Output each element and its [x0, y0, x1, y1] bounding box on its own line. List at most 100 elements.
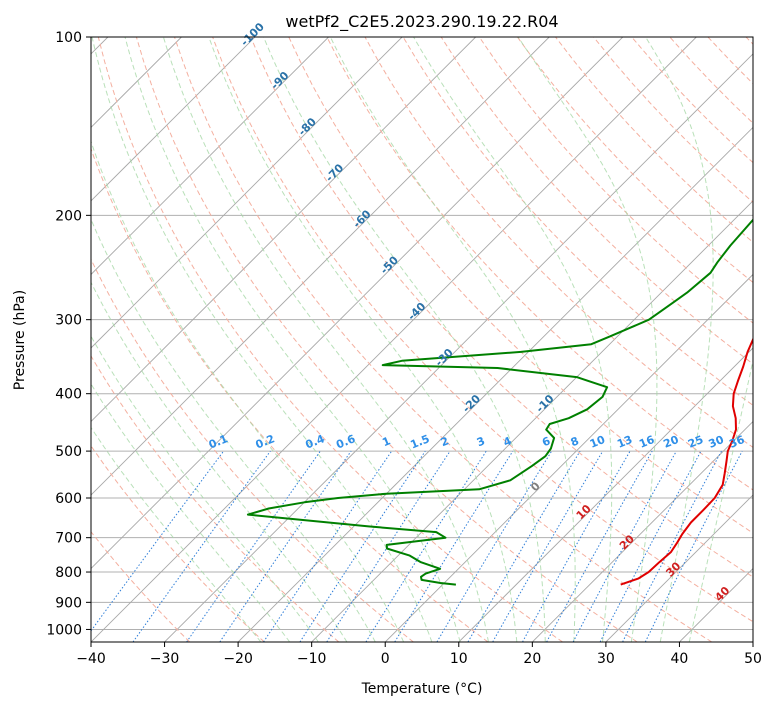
- isotherm-line: [458, 347, 753, 642]
- mixing-ratio-label: 13: [615, 433, 634, 451]
- mixing-ratio-line: [91, 450, 225, 632]
- mixing-ratio-line: [326, 450, 451, 642]
- y-tick-label: 400: [55, 387, 82, 403]
- moist-adiabat: [91, 140, 405, 642]
- isotherm-line: [91, 37, 403, 349]
- dry-adiabat: [97, 37, 563, 642]
- moist-adiabat: [517, 37, 658, 642]
- mixing-ratio-label: 3: [475, 434, 487, 449]
- mixing-ratio-line: [365, 450, 487, 642]
- isotherm-line: [91, 37, 624, 570]
- mixing-ratio-label: 25: [686, 433, 705, 451]
- moist-adiabat: [413, 37, 613, 642]
- moist-adiabat: [91, 37, 433, 642]
- isotherm-line: [532, 420, 753, 642]
- dry-adiabat: [91, 355, 340, 642]
- moist-adiabat: [91, 218, 376, 642]
- dry-adiabat: [402, 37, 753, 406]
- dry-adiabat: [174, 37, 713, 642]
- x-tick-label: 50: [744, 651, 762, 667]
- axis-ticks: −40 −30 −20 −10 0 10 20 30 40 50 100 200 300 400 500 60…: [46, 30, 762, 667]
- y-tick-label: 500: [55, 444, 82, 460]
- x-tick-label: 10: [450, 651, 468, 667]
- moist-adiabat: [91, 383, 291, 642]
- isotherm-line: [237, 126, 753, 642]
- isotherm-line: [605, 494, 753, 642]
- mixing-ratio-label: 30: [707, 433, 726, 451]
- background-lines: [91, 37, 753, 642]
- dry-adiabat: [91, 530, 191, 642]
- x-tick-label: −20: [223, 651, 253, 667]
- mixing-ratio-line: [186, 450, 321, 642]
- moist-adiabat: [91, 426, 262, 642]
- isotherm-line: [91, 37, 256, 202]
- y-tick-label: 900: [55, 595, 82, 611]
- mixing-ratio-line: [644, 450, 743, 642]
- isotherm-line: [384, 273, 753, 642]
- mixing-ratio-line: [394, 450, 514, 642]
- y-axis-label: Pressure (hPa): [12, 290, 28, 390]
- x-tick-label: −40: [76, 651, 106, 667]
- moist-adiabat: [208, 37, 518, 642]
- moist-adiabat: [91, 281, 348, 642]
- mixing-ratio-line: [219, 450, 352, 642]
- temperature-line: [620, 337, 753, 586]
- moist-adiabat: [688, 357, 753, 642]
- moist-adiabat: [162, 37, 489, 642]
- mixing-ratio-line: [132, 450, 271, 642]
- dry-adiabat: [135, 37, 638, 642]
- mixing-ratio-label: 2: [439, 434, 451, 449]
- moist-adiabat: [124, 37, 461, 642]
- x-tick-label: 0: [381, 651, 390, 667]
- dry-adiabat: [212, 37, 753, 623]
- chart-title: wetPf2_C2E5.2023.290.19.22.R04: [285, 12, 558, 32]
- isotherm-line: [91, 37, 476, 423]
- mixing-ratio-line: [599, 450, 702, 642]
- x-tick-label: −30: [150, 651, 180, 667]
- mixing-ratio-line: [436, 450, 553, 642]
- moist-adiabat: [645, 37, 714, 642]
- x-tick-label: 20: [523, 651, 541, 667]
- mixing-ratio-line: [546, 450, 653, 642]
- y-tick-label: 300: [55, 313, 82, 329]
- moist-adiabat: [329, 37, 576, 642]
- mixing-ratio-line: [522, 450, 631, 642]
- dry-adiabat: [91, 258, 414, 642]
- mixing-ratio-label: 36: [727, 433, 746, 451]
- mixing-ratio-line: [622, 450, 722, 642]
- y-tick-label: 100: [55, 30, 82, 46]
- y-tick-label: 1000: [46, 622, 82, 638]
- y-tick-label: 700: [55, 531, 82, 547]
- x-tick-label: 40: [671, 651, 689, 667]
- mixing-ratio-line: [263, 450, 393, 642]
- dewpoint-line: [246, 218, 753, 586]
- dry-adiabat: [326, 37, 753, 491]
- moist-adiabat: [91, 335, 319, 642]
- y-tick-label: 600: [55, 491, 82, 507]
- mixing-ratio-label: 1: [380, 434, 392, 449]
- y-tick-label: 200: [55, 208, 82, 224]
- dry-adiabat: [250, 37, 753, 578]
- mixing-ratio-line: [299, 450, 426, 642]
- mixing-ratio-label: 10: [588, 433, 607, 451]
- x-tick-label: 30: [597, 651, 615, 667]
- isotherm-line: [91, 37, 550, 496]
- plot-frame: [90, 36, 754, 643]
- isotherm-line: [91, 37, 329, 276]
- profile-lines: [246, 218, 753, 586]
- mixing-ratio-label: 16: [637, 433, 656, 451]
- mixing-ratio-label: 20: [662, 433, 681, 451]
- isotherm-line: [91, 37, 697, 642]
- moist-adiabat: [263, 37, 546, 642]
- x-tick-label: −10: [297, 651, 327, 667]
- dry-adiabat: [91, 147, 489, 642]
- y-tick-label: 800: [55, 565, 82, 581]
- dry-adiabat: [516, 37, 753, 284]
- dry-adiabat: [91, 445, 265, 642]
- isotherm-line: [164, 53, 753, 642]
- mixing-ratio-line: [572, 450, 677, 642]
- mixing-ratio-label: 8: [569, 434, 581, 449]
